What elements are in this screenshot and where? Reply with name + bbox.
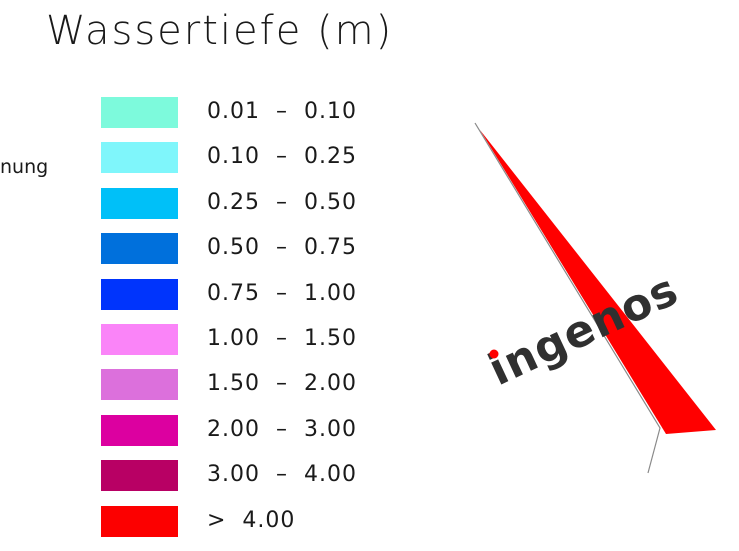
legend-range-label: > 4.00 [207, 507, 296, 533]
legend-range-label: 0.50 – 0.75 [207, 235, 357, 261]
legend-swatch [101, 369, 178, 401]
legend-range-label: 0.01 – 0.10 [207, 99, 357, 124]
legend-swatch [101, 323, 178, 355]
legend-swatch [101, 233, 178, 265]
legend-range-label: 0.75 – 1.00 [207, 280, 357, 306]
legend-swatch [101, 187, 178, 219]
logo-dot [489, 349, 499, 359]
legend-swatch [101, 278, 178, 310]
legend-range-label: 2.00 – 3.00 [207, 416, 357, 442]
legend-swatch [101, 505, 178, 537]
clipped-label: nung [0, 156, 49, 178]
legend-range-label: 1.00 – 1.50 [207, 325, 357, 351]
legend-range-label: 3.00 – 4.00 [207, 462, 357, 488]
logo-red-wedge [480, 130, 716, 434]
legend-range-label: 1.50 – 2.00 [207, 371, 357, 397]
legend-range-label: 0.25 – 0.50 [207, 189, 357, 215]
logo-outline [474, 122, 661, 474]
legend-title: Wassertiefe (m) [46, 8, 394, 54]
legend-swatch [101, 97, 178, 128]
legend-swatch [101, 414, 178, 446]
ingenos-logo: ingenos [474, 122, 716, 474]
legend-range-label: 0.10 – 0.25 [207, 144, 357, 170]
legend-swatch [101, 142, 178, 174]
legend-swatch [101, 460, 178, 492]
